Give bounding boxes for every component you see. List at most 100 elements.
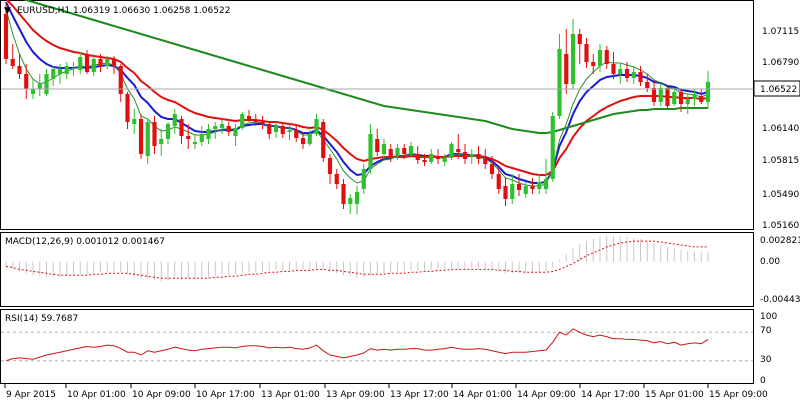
candle[interactable] [537,174,542,194]
candle[interactable] [705,71,711,109]
candle[interactable] [64,62,69,79]
candle[interactable] [253,114,258,126]
candle[interactable] [530,178,535,194]
candle[interactable] [44,69,49,96]
candle[interactable] [105,56,110,69]
candle[interactable] [469,149,474,164]
candle[interactable] [307,130,312,146]
candle[interactable] [334,169,339,189]
candle[interactable] [422,154,427,166]
candle[interactable] [226,122,231,136]
macd-panel[interactable] [0,232,754,307]
candle[interactable] [550,112,555,182]
candle[interactable] [618,64,623,84]
candle[interactable] [10,44,15,69]
candle[interactable] [543,159,549,194]
candle[interactable] [672,88,677,106]
candle[interactable] [98,54,103,72]
candle[interactable] [199,126,204,146]
candle[interactable] [638,66,643,86]
candle[interactable] [118,64,123,102]
candle[interactable] [496,168,501,194]
candle[interactable] [219,119,225,134]
candle[interactable] [678,88,684,112]
candle[interactable] [51,66,56,86]
candle[interactable] [213,122,218,139]
candle[interactable] [564,29,569,94]
candle[interactable] [476,146,481,164]
candle[interactable] [597,44,603,72]
candle[interactable] [557,34,562,119]
collapse-arrow-icon[interactable]: ▼ [4,6,11,16]
candle[interactable] [37,74,42,96]
candle[interactable] [631,66,636,84]
candle[interactable] [300,132,306,149]
candle[interactable] [172,109,177,134]
candle[interactable] [489,156,495,179]
candle[interactable] [361,164,366,194]
candle[interactable] [388,144,393,162]
candle[interactable] [57,64,63,84]
price-panel[interactable] [0,0,754,230]
candle[interactable] [692,89,697,106]
candle[interactable] [685,94,690,114]
candle[interactable] [699,89,704,104]
candle[interactable] [658,84,663,106]
candle[interactable] [321,119,326,162]
candle[interactable] [314,114,319,136]
candle[interactable] [604,46,609,69]
candle[interactable] [267,122,272,139]
candle[interactable] [462,144,468,164]
candle[interactable] [368,124,373,174]
candle[interactable] [503,178,508,206]
candle[interactable] [179,116,184,144]
candle[interactable] [260,116,265,129]
candle[interactable] [132,109,137,134]
candle[interactable] [91,54,96,76]
candle[interactable] [186,124,191,149]
candle[interactable] [145,119,150,164]
candle[interactable] [273,122,279,138]
candle[interactable] [152,116,157,154]
candle[interactable] [442,154,447,166]
candle[interactable] [294,126,299,142]
candle[interactable] [287,124,292,140]
candle[interactable] [665,86,670,108]
candle[interactable] [591,54,596,74]
candle[interactable] [449,142,454,160]
candle[interactable] [516,174,522,196]
candle[interactable] [435,149,441,164]
candle[interactable] [381,139,387,159]
candle[interactable] [192,134,198,149]
candle[interactable] [395,144,400,160]
candle[interactable] [375,129,380,156]
candle[interactable] [624,62,630,82]
candle[interactable] [233,124,238,146]
candle[interactable] [84,50,90,74]
candle[interactable] [408,142,414,158]
candle[interactable] [651,80,657,106]
candle[interactable] [611,52,616,79]
candle[interactable] [246,110,252,122]
candle[interactable] [415,146,420,164]
candle[interactable] [577,29,582,64]
candle[interactable] [510,174,515,204]
candle[interactable] [523,182,528,198]
candle[interactable] [71,62,76,76]
candle[interactable] [78,52,83,74]
candle[interactable] [280,122,285,138]
candle[interactable] [165,122,171,144]
candle[interactable] [3,2,9,64]
candle[interactable] [24,64,29,99]
candle[interactable] [327,154,333,184]
candle[interactable] [570,19,576,89]
candle[interactable] [584,38,589,68]
candle[interactable] [354,186,360,214]
candle[interactable] [138,114,144,159]
candle[interactable] [125,92,130,129]
candle[interactable] [341,179,346,209]
candle[interactable] [111,56,117,74]
candle[interactable] [240,112,245,130]
candle[interactable] [17,54,22,79]
rsi-panel[interactable] [0,309,754,384]
